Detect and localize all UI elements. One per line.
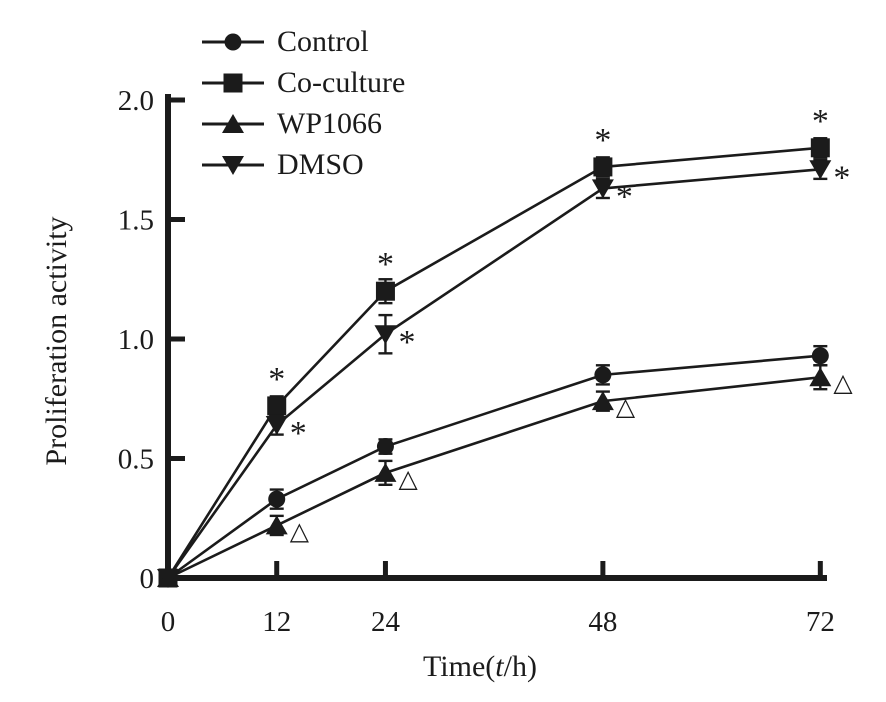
legend-marker-square-icon [202,73,264,92]
significance-marker-wp1066: △ [290,518,310,545]
series-line-co-culture [166,146,821,579]
significance-marker-dmso: * [290,415,307,452]
legend-item-dmso: DMSO [202,144,405,185]
significance-marker-wp1066: △ [833,370,853,397]
x-axis-title: Time(t/h) [280,650,680,684]
x-axis-title-variable: t [495,650,504,683]
y-tick-label: 1.0 [118,324,154,356]
data-point-dmso [157,569,179,588]
significance-marker-co-culture: * [268,361,285,398]
significance-marker-co-culture: * [812,103,829,140]
data-point-dmso [809,160,832,180]
data-point-control [376,438,394,456]
legend-marker-triangle-down-icon [202,155,264,175]
series-line-wp1066 [167,375,821,580]
significance-marker-dmso: * [616,178,633,215]
y-tick-label: 0 [140,563,155,595]
data-point-co-culture [375,281,395,301]
data-point-co-culture [593,157,613,177]
y-tick-label: 2.0 [118,85,154,117]
data-point-wp1066 [374,462,397,482]
data-point-control [268,490,286,508]
significance-marker-wp1066: △ [398,466,418,493]
significance-marker-co-culture: * [377,246,394,283]
legend-label-control: Control [277,24,369,58]
x-tick-label: 24 [371,606,401,638]
x-tick-label: 48 [588,606,617,638]
data-point-dmso [265,416,288,436]
data-point-co-culture [267,396,287,416]
significance-marker-dmso: * [833,159,850,196]
data-point-co-culture [810,138,830,158]
significance-marker-co-culture: * [594,122,611,159]
data-point-dmso [591,179,614,199]
legend-item-wp1066: WP1066 [202,103,405,144]
y-tick-label: 1.5 [118,205,154,237]
x-tick-label: 12 [262,606,291,638]
legend-label-wp1066: WP1066 [277,106,382,140]
chart-legend: Control Co-culture WP1066 DMSO [202,21,405,185]
x-axis-title-suffix: /h) [503,650,537,683]
legend-label-dmso: DMSO [277,147,364,181]
y-tick-label: 0.5 [118,444,154,476]
data-point-control [811,347,829,365]
data-point-wp1066 [591,391,614,411]
data-point-wp1066 [265,515,288,535]
data-point-control [594,366,612,384]
legend-item-control: Control [202,21,405,62]
series-line-dmso [166,168,821,579]
legend-item-co-culture: Co-culture [202,62,405,103]
significance-marker-wp1066: △ [616,394,636,421]
legend-label-co-culture: Co-culture [277,65,406,99]
y-axis-title: Proliferation activity [40,216,73,466]
data-point-wp1066 [809,367,832,387]
legend-marker-triangle-up-icon [202,113,264,133]
data-point-dmso [374,325,397,345]
x-axis-title-prefix: Time( [423,650,496,683]
x-tick-label: 72 [806,606,835,638]
significance-marker-dmso: * [398,324,415,361]
x-tick-label: 0 [161,606,176,638]
legend-marker-circle-icon [202,33,264,50]
